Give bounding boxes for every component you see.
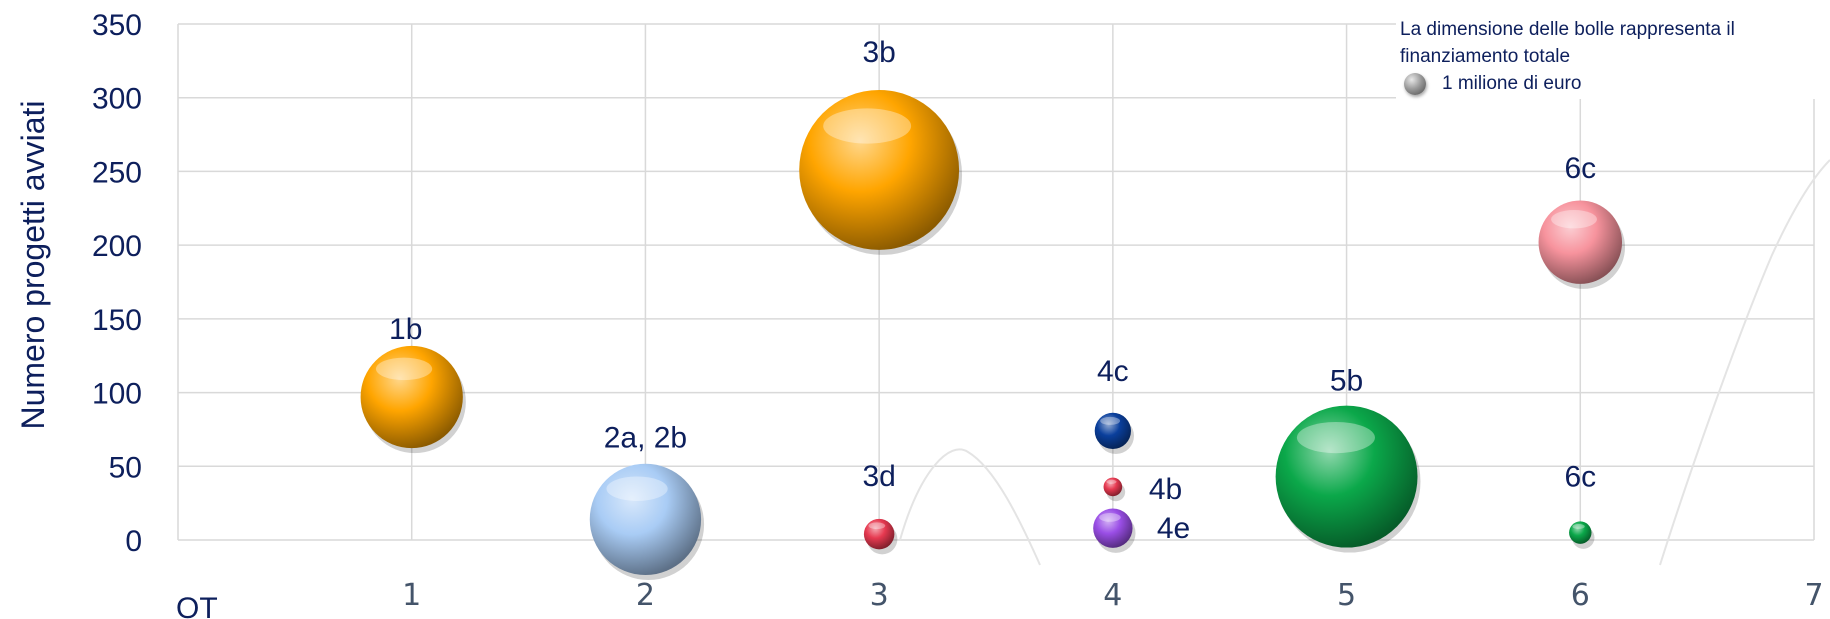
y-tick-label: 300	[92, 83, 142, 116]
bubble-highlight	[1100, 416, 1121, 425]
bubble-highlight	[1099, 513, 1121, 522]
x-tick-label: 7	[1804, 578, 1823, 613]
y-tick-labels: 0 50 100 150 200 250 300 350	[92, 9, 142, 558]
bubble-label: 4b	[1149, 473, 1182, 506]
y-tick-label: 0	[125, 525, 142, 558]
bubble-4b	[1103, 477, 1123, 497]
bubble-label: 5b	[1330, 365, 1363, 398]
bubble-4e	[1093, 508, 1133, 548]
bubble-2a-2b	[589, 463, 702, 576]
bubble-3d	[863, 518, 895, 550]
bubble-highlight	[1296, 421, 1375, 454]
bubble-label: 6c	[1564, 461, 1596, 494]
y-tick-label: 350	[92, 9, 142, 42]
bubble-4c	[1094, 412, 1131, 450]
y-tick-label: 150	[92, 304, 142, 337]
x-tick-label: 1	[402, 578, 421, 613]
bubble-highlight	[1551, 210, 1597, 229]
y-tick-label: 200	[92, 230, 142, 263]
x-axis-label: OT	[176, 592, 218, 619]
y-tick-label: 250	[92, 156, 142, 189]
bubble-highlight	[868, 522, 886, 530]
x-tick-label: 3	[870, 578, 889, 613]
bubble-highlight	[606, 476, 668, 501]
decorative-curve-left	[899, 448, 1041, 566]
bubble-label: 4e	[1157, 512, 1190, 545]
y-tick-label: 50	[109, 451, 142, 484]
bubbles	[360, 90, 1626, 581]
x-tick-label: 4	[1103, 578, 1122, 613]
bubble-6c	[1569, 521, 1592, 544]
x-tick-label: 5	[1337, 578, 1356, 613]
bubble-label: 4c	[1097, 355, 1129, 388]
bubble-labels: 1b 2a, 2b 3b 3d 4c 4b 4e 5b 6c 6c	[389, 36, 1596, 545]
bubble-label: 3b	[862, 36, 895, 69]
bubble-3b	[799, 90, 960, 250]
x-tick-label: 6	[1571, 578, 1590, 613]
bubble-1b	[360, 345, 463, 449]
legend-reference-row: 1 milione di euro	[1400, 70, 1822, 97]
x-tick-label: 2	[636, 578, 655, 613]
bubble-label: 1b	[389, 313, 422, 346]
bubble-highlight	[1572, 523, 1585, 529]
bubble-5b	[1275, 405, 1418, 548]
y-tick-label: 100	[92, 378, 142, 411]
bubble-label: 3d	[862, 460, 895, 493]
bubble-label: 2a, 2b	[604, 421, 687, 454]
decorative-curve-right	[1659, 159, 1830, 566]
legend-text: La dimensione delle bolle rappresenta il…	[1400, 19, 1735, 67]
legend-reference-label: 1 milione di euro	[1442, 73, 1582, 94]
bubble-highlight	[375, 357, 433, 381]
x-tick-labels: 1 2 3 4 5 6 7	[402, 578, 1823, 613]
bubble-6c	[1538, 200, 1623, 284]
bubble-highlight	[1106, 479, 1117, 484]
bubble-highlight	[823, 108, 912, 144]
bubble-label: 6c	[1564, 152, 1596, 185]
legend-reference-bubble	[1404, 72, 1426, 95]
decorative-curves	[899, 159, 1830, 566]
bubble-size-legend: La dimensione delle bolle rappresenta il…	[1396, 14, 1826, 99]
y-axis-label: Numero progetti avviati	[15, 100, 51, 429]
